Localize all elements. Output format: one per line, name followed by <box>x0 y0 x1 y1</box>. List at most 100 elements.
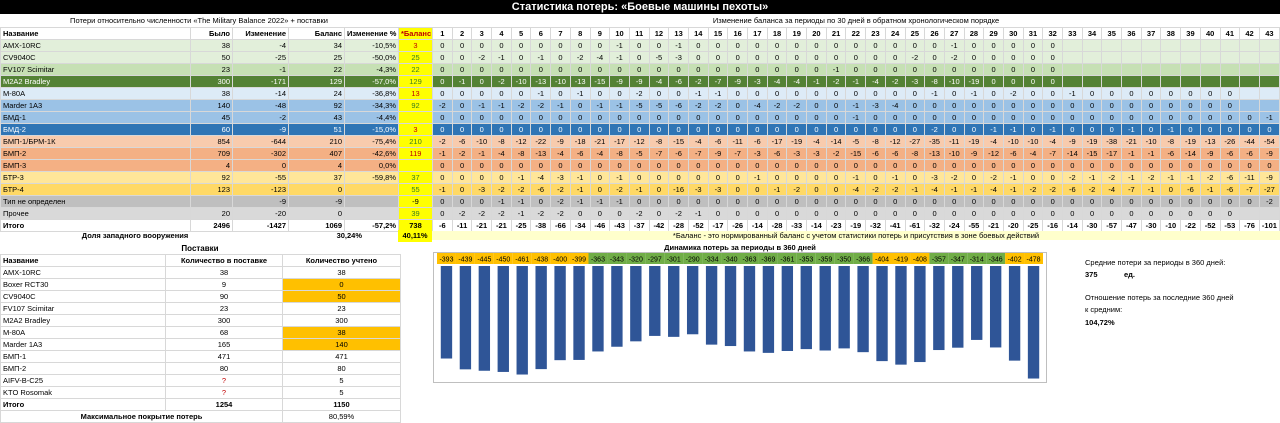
period-number: 24 <box>884 27 906 40</box>
period-cell: 0 <box>1042 99 1063 112</box>
period-cell: -16 <box>668 183 689 196</box>
row-balance: 25 <box>288 51 345 64</box>
period-cell: 0 <box>1022 63 1044 76</box>
period-cell: 0 <box>432 195 453 208</box>
period-cell: 0 <box>884 51 906 64</box>
period-cell: -8 <box>491 135 512 148</box>
period-number: 22 <box>845 27 867 40</box>
chart-bar <box>857 266 869 353</box>
period-cell: 0 <box>1062 123 1083 136</box>
period-cell <box>1140 39 1162 52</box>
period-cell: 0 <box>963 159 985 172</box>
period-cell: 0 <box>825 99 847 112</box>
period-cell: 0 <box>1219 207 1241 220</box>
row-name: M-80A <box>0 87 191 100</box>
period-cell <box>1101 75 1123 88</box>
delivery-total-counted: 1150 <box>282 398 401 411</box>
period-cell: 0 <box>1199 159 1221 172</box>
period-total-cell: -14 <box>747 219 768 232</box>
row-name: Прочее <box>0 207 191 220</box>
period-total-cell: -101 <box>1258 219 1280 232</box>
period-cell: 0 <box>569 39 591 52</box>
period-cell <box>1062 63 1083 76</box>
period-cell: -6 <box>1160 147 1182 160</box>
row-balance: 92 <box>288 99 345 112</box>
period-cell: 0 <box>648 87 670 100</box>
delivery-name: БМП-2 <box>0 362 166 375</box>
period-cell: -6 <box>1062 183 1083 196</box>
period-cell: 0 <box>609 87 630 100</box>
delivery-name: M2A2 Bradley <box>0 314 166 327</box>
period-cell: 0 <box>491 171 512 184</box>
period-cell: -1 <box>1160 123 1182 136</box>
chart-title: Динамика потерь за периоды в 360 дней <box>664 243 816 252</box>
period-cell: 0 <box>569 123 591 136</box>
deliveries-title: Поставки <box>181 244 219 253</box>
ratio-value: 104,72% <box>1085 318 1115 327</box>
period-cell: -9 <box>550 135 571 148</box>
period-cell: -2 <box>510 99 532 112</box>
period-cell: -3 <box>747 147 768 160</box>
period-total-cell: -32 <box>924 219 945 232</box>
avg-loss-unit: ед. <box>1124 270 1136 279</box>
period-cell: -2 <box>432 135 453 148</box>
period-cell: 0 <box>491 111 512 124</box>
period-cell: -2 <box>786 99 808 112</box>
period-cell: 0 <box>983 111 1004 124</box>
period-cell: 0 <box>1199 207 1221 220</box>
period-cell: 0 <box>786 195 808 208</box>
period-cell: 0 <box>451 195 473 208</box>
period-cell: -27 <box>1258 183 1280 196</box>
period-cell: 0 <box>963 111 985 124</box>
chart-bar <box>762 266 775 353</box>
period-cell: -2 <box>432 99 453 112</box>
period-cell: 0 <box>747 111 768 124</box>
period-total-cell: -14 <box>1062 219 1083 232</box>
period-cell: -3 <box>865 99 886 112</box>
period-row: 0 0 0 0 0 0 0 0 0 0 0 0 0 0 0 0 0 0 0 0 0 -1 0 0 0 0 0 0 0 0 0 0 0 0 0 0 0 0 0… <box>432 111 1280 124</box>
period-cell: -17 <box>1101 147 1123 160</box>
row-was: 38 <box>190 87 233 100</box>
period-total-cell: -32 <box>865 219 886 232</box>
row-name: CV9040C <box>0 51 191 64</box>
period-cell: 0 <box>727 207 748 220</box>
data-label-bg <box>512 253 532 264</box>
table-row: БТР-3 92 -55 37 -59,8% 37 <box>0 171 433 184</box>
period-number: 26 <box>924 27 945 40</box>
col-change-pct: Изменение % <box>344 27 399 40</box>
row-balance: 22 <box>288 63 345 76</box>
period-cell: -2 <box>569 51 591 64</box>
period-cell <box>1062 39 1083 52</box>
period-cell: -9 <box>963 147 985 160</box>
period-cell: 0 <box>924 63 945 76</box>
period-cell: 0 <box>1022 111 1044 124</box>
period-total-cell: -23 <box>825 219 847 232</box>
period-cell: -11 <box>1239 171 1260 184</box>
period-cell: 0 <box>1219 159 1241 172</box>
period-cell: 0 <box>983 39 1004 52</box>
row-change: -20 <box>232 207 289 220</box>
data-label: -393 <box>439 257 453 264</box>
delivery-counted: 38 <box>282 266 401 279</box>
period-cell: -6 <box>707 135 729 148</box>
chart-bar <box>668 266 680 337</box>
period-total-cell: -41 <box>884 219 906 232</box>
row-change: -9 <box>232 195 289 208</box>
delivery-qty: 90 <box>165 290 283 303</box>
delivery-total-row: Итого 1254 1150 <box>0 398 401 411</box>
period-cell: 0 <box>1022 123 1044 136</box>
period-cell <box>1199 39 1221 52</box>
period-cell: -2 <box>609 183 630 196</box>
period-cell: 0 <box>707 207 729 220</box>
period-total-cell: -16 <box>1042 219 1063 232</box>
period-cell: 0 <box>766 171 788 184</box>
row-star-balance: 119 <box>398 147 433 160</box>
period-cell: -2 <box>530 99 552 112</box>
period-cell: 0 <box>550 123 571 136</box>
period-number: 32 <box>1042 27 1063 40</box>
period-total-cell: -33 <box>786 219 808 232</box>
period-cell: -14 <box>1180 147 1201 160</box>
period-cell <box>1121 39 1142 52</box>
period-cell: 0 <box>845 87 867 100</box>
period-cell: 0 <box>766 39 788 52</box>
